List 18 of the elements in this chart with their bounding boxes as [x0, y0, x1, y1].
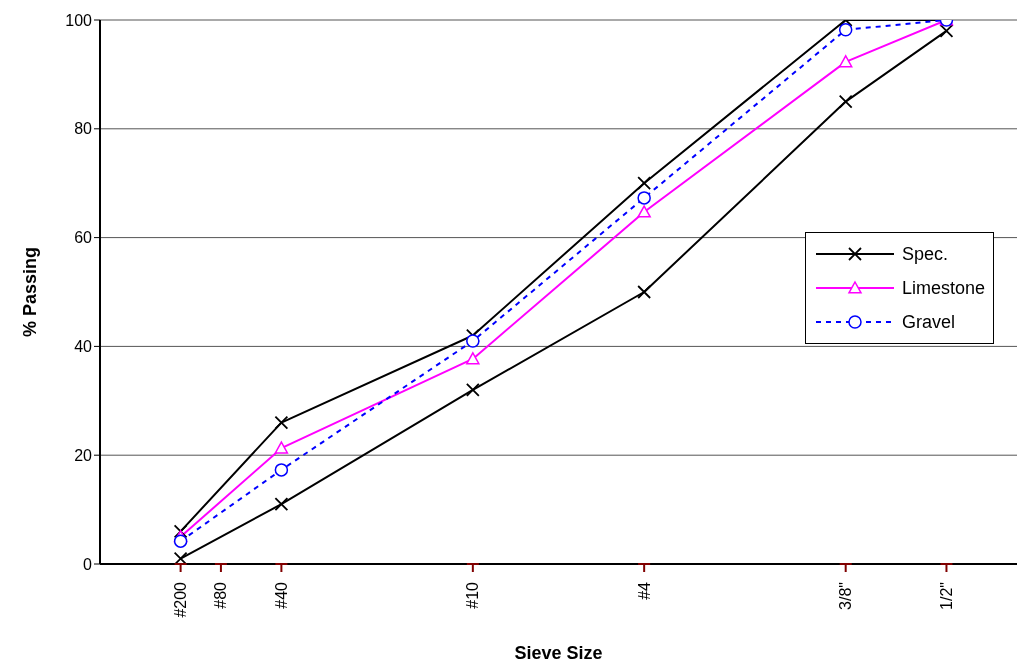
- y-tick-label: 100: [65, 11, 93, 29]
- y-tick-label: 80: [74, 120, 93, 138]
- legend-label: Gravel: [902, 311, 956, 333]
- y-axis-title: % Passing: [20, 246, 41, 338]
- x-tick-label: #10: [464, 581, 482, 609]
- x-axis-title: Sieve Size: [514, 643, 603, 661]
- x-tick-label: #40: [272, 581, 290, 609]
- x-tick-label: #200: [172, 581, 190, 618]
- x-tick-label: #4: [635, 581, 653, 600]
- x-tick-label: 3/8": [837, 582, 855, 610]
- y-tick-label: 60: [74, 229, 93, 247]
- y-tick-label: 20: [74, 446, 93, 464]
- y-tick-label: 0: [83, 555, 93, 573]
- x-tick-label: 1/2": [937, 582, 955, 610]
- legend-label: Spec.: [902, 243, 949, 265]
- y-tick-label: 40: [74, 338, 93, 356]
- x-tick-label: #80: [212, 581, 230, 609]
- legend-label: Limestone: [902, 277, 986, 299]
